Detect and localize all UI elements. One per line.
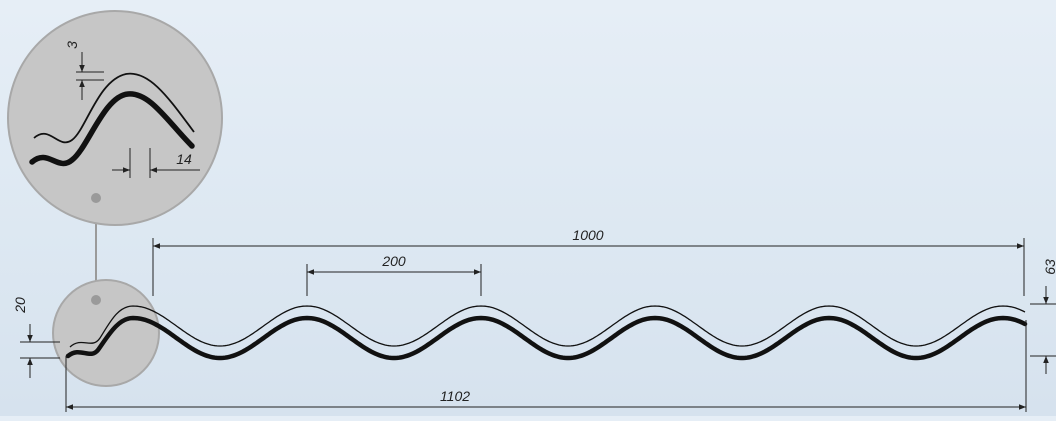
dim-label-1000: 1000 (572, 227, 603, 243)
thin-profile-line (69, 305, 1026, 348)
dim-label-1102: 1102 (440, 388, 470, 404)
dim-label-200: 200 (381, 253, 406, 269)
dim-label-63: 63 (1042, 259, 1056, 275)
detail-thin-profile (33, 72, 195, 144)
dim-label-14: 14 (176, 151, 192, 167)
magnifier-icon (7, 10, 223, 226)
dim-label-20: 20 (12, 297, 28, 314)
edge-magnifier-icon (52, 279, 160, 387)
thick-profile-line (65, 315, 1028, 361)
leader-dot-top (91, 193, 101, 203)
dim-label-3: 3 (64, 41, 80, 49)
leader-dot-bottom (91, 295, 101, 305)
detail-thick-profile (29, 91, 195, 167)
detail-magnifier: 3 14 (7, 10, 223, 226)
